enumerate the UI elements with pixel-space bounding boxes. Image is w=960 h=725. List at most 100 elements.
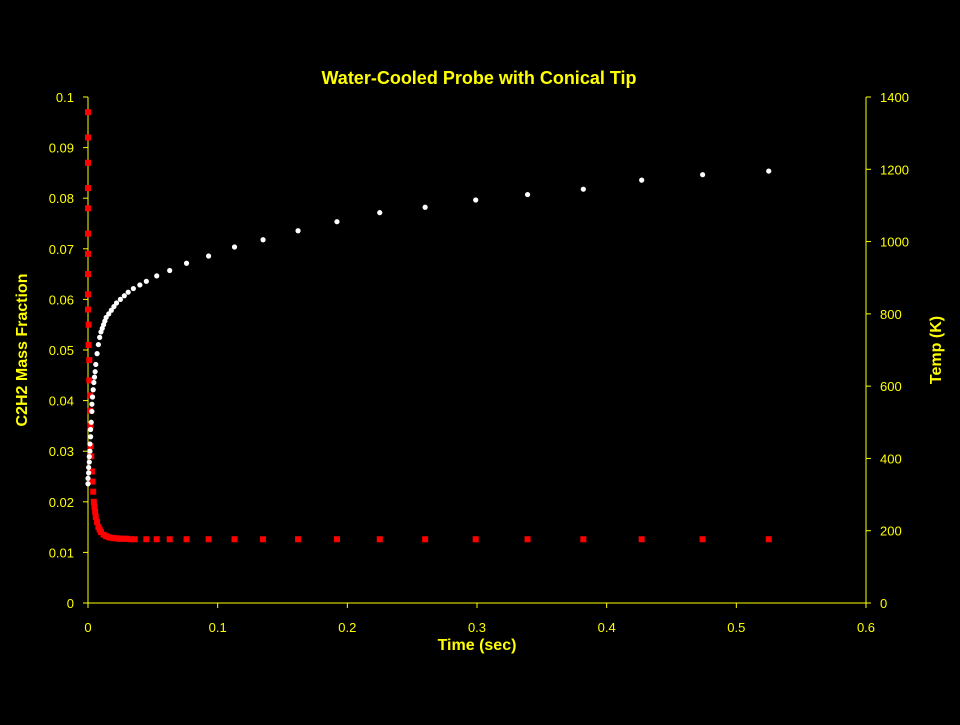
c2h2-point bbox=[85, 321, 92, 328]
temp-point bbox=[231, 244, 238, 250]
data-series bbox=[85, 109, 772, 543]
c2h2-point bbox=[638, 536, 645, 543]
c2h2-point bbox=[90, 488, 97, 495]
temp-point bbox=[580, 186, 586, 192]
temp-point bbox=[86, 459, 92, 465]
temp-point bbox=[113, 300, 120, 306]
y2-axis-label: Temp (K) bbox=[928, 316, 945, 384]
y-tick-label: 0.03 bbox=[49, 444, 74, 459]
temp-point bbox=[766, 168, 772, 174]
temp-point bbox=[524, 191, 531, 198]
c2h2-point bbox=[295, 536, 302, 543]
c2h2-point bbox=[231, 536, 238, 543]
c2h2-point bbox=[85, 185, 91, 192]
y2-tick-label: 400 bbox=[880, 451, 902, 466]
x-tick-label: 0 bbox=[84, 620, 91, 635]
c2h2-point bbox=[94, 519, 101, 526]
temp-series bbox=[85, 168, 772, 487]
c2h2-point bbox=[524, 536, 531, 543]
temp-point bbox=[154, 273, 160, 279]
temp-point bbox=[334, 219, 340, 225]
y2-tick-label: 1000 bbox=[880, 235, 909, 250]
temp-point bbox=[94, 351, 100, 357]
y2-tick-label: 1400 bbox=[880, 90, 909, 105]
temp-point bbox=[87, 426, 94, 433]
c2h2-point bbox=[85, 134, 91, 141]
temp-point bbox=[93, 361, 99, 368]
c2h2-point bbox=[153, 536, 160, 543]
temp-point bbox=[87, 441, 93, 447]
temp-point bbox=[92, 369, 98, 375]
c2h2-point bbox=[85, 291, 91, 298]
temp-point bbox=[106, 311, 112, 317]
temp-point bbox=[89, 394, 96, 400]
temp-point bbox=[86, 470, 92, 476]
c2h2-point bbox=[131, 536, 138, 543]
c2h2-point bbox=[90, 498, 97, 505]
x-tick-label: 0.3 bbox=[468, 620, 486, 635]
temp-point bbox=[700, 172, 706, 178]
temp-point bbox=[89, 408, 95, 415]
y-tick-label: 0.09 bbox=[49, 141, 74, 156]
temp-point bbox=[87, 434, 94, 440]
y-tick-label: 0 bbox=[67, 596, 74, 611]
y2-tick-label: 1200 bbox=[880, 162, 909, 177]
temp-point bbox=[260, 237, 266, 243]
c2h2-point bbox=[85, 159, 91, 166]
temp-point bbox=[117, 296, 124, 302]
x-tick-label: 0.1 bbox=[209, 620, 227, 635]
c2h2-point bbox=[127, 536, 134, 543]
temp-point bbox=[130, 285, 136, 292]
y-tick-label: 0.02 bbox=[49, 495, 74, 510]
temp-point bbox=[205, 253, 212, 259]
x-tick-label: 0.4 bbox=[598, 620, 616, 635]
y-tick-label: 0.1 bbox=[56, 90, 74, 105]
temp-point bbox=[125, 289, 131, 295]
x-tick-label: 0.5 bbox=[727, 620, 745, 635]
y-tick-label: 0.08 bbox=[49, 191, 74, 206]
x-axis-label: Time (sec) bbox=[438, 637, 517, 654]
c2h2-point bbox=[86, 377, 93, 384]
y2-tick-label: 200 bbox=[880, 524, 902, 539]
c2h2-point bbox=[92, 513, 99, 520]
y-tick-label: 0.07 bbox=[49, 242, 74, 257]
c2h2-point bbox=[85, 205, 91, 212]
temp-point bbox=[143, 278, 149, 284]
c2h2-point bbox=[123, 535, 130, 542]
temp-point bbox=[86, 464, 92, 471]
y2-tick-label: 800 bbox=[880, 307, 902, 322]
temp-point bbox=[111, 304, 117, 310]
temp-point bbox=[121, 293, 127, 299]
temp-point bbox=[85, 481, 91, 487]
temp-point bbox=[89, 401, 95, 407]
c2h2-point bbox=[92, 508, 99, 515]
c2h2-point bbox=[85, 341, 92, 348]
c2h2-point bbox=[143, 536, 150, 543]
temp-point bbox=[167, 267, 173, 274]
c2h2-point bbox=[86, 392, 93, 399]
y2-tick-label: 0 bbox=[880, 596, 887, 611]
c2h2-point bbox=[422, 536, 429, 543]
x-tick-label: 0.2 bbox=[338, 620, 356, 635]
temp-point bbox=[103, 314, 109, 321]
c2h2-point bbox=[333, 536, 340, 543]
c2h2-point bbox=[85, 250, 91, 257]
y-tick-label: 0.04 bbox=[49, 394, 74, 409]
temp-point bbox=[422, 204, 428, 210]
c2h2-point bbox=[183, 536, 190, 543]
c2h2-point bbox=[91, 503, 98, 510]
temp-point bbox=[85, 475, 91, 481]
y-tick-label: 0.05 bbox=[49, 343, 74, 358]
chart-title: Water-Cooled Probe with Conical Tip bbox=[321, 68, 636, 88]
c2h2-point bbox=[85, 230, 91, 237]
y-axis-label: C2H2 Mass Fraction bbox=[14, 274, 31, 427]
temp-point bbox=[90, 387, 96, 393]
temp-point bbox=[91, 374, 98, 380]
temp-point bbox=[639, 177, 645, 183]
temp-point bbox=[87, 448, 93, 454]
c2h2-point bbox=[765, 536, 772, 543]
c2h2-point bbox=[472, 536, 479, 543]
temp-point bbox=[86, 454, 92, 460]
